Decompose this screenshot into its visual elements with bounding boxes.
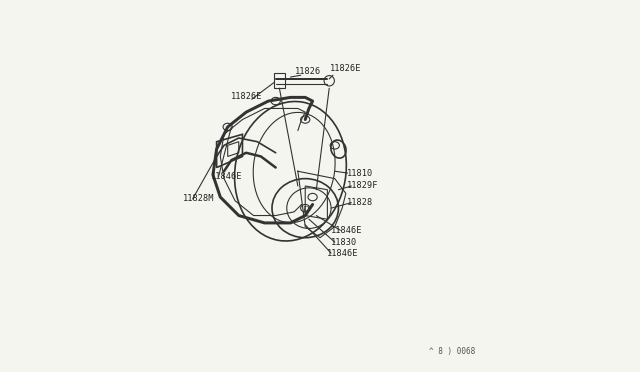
Text: p: p: [302, 203, 308, 213]
Text: 11846E: 11846E: [328, 249, 359, 258]
Text: 11810: 11810: [347, 169, 373, 177]
Text: 11828M: 11828M: [184, 195, 215, 203]
Text: 11826E: 11826E: [330, 64, 362, 73]
Text: 11826E: 11826E: [230, 92, 262, 101]
Text: ^ 8 ) 0068: ^ 8 ) 0068: [429, 347, 475, 356]
Text: 11828: 11828: [347, 198, 373, 207]
Text: 11846E: 11846E: [211, 172, 243, 181]
Text: 11846E: 11846E: [331, 226, 363, 235]
Text: 11830: 11830: [331, 238, 357, 247]
Text: 11826: 11826: [295, 67, 321, 76]
Text: 11829F: 11829F: [347, 181, 378, 190]
